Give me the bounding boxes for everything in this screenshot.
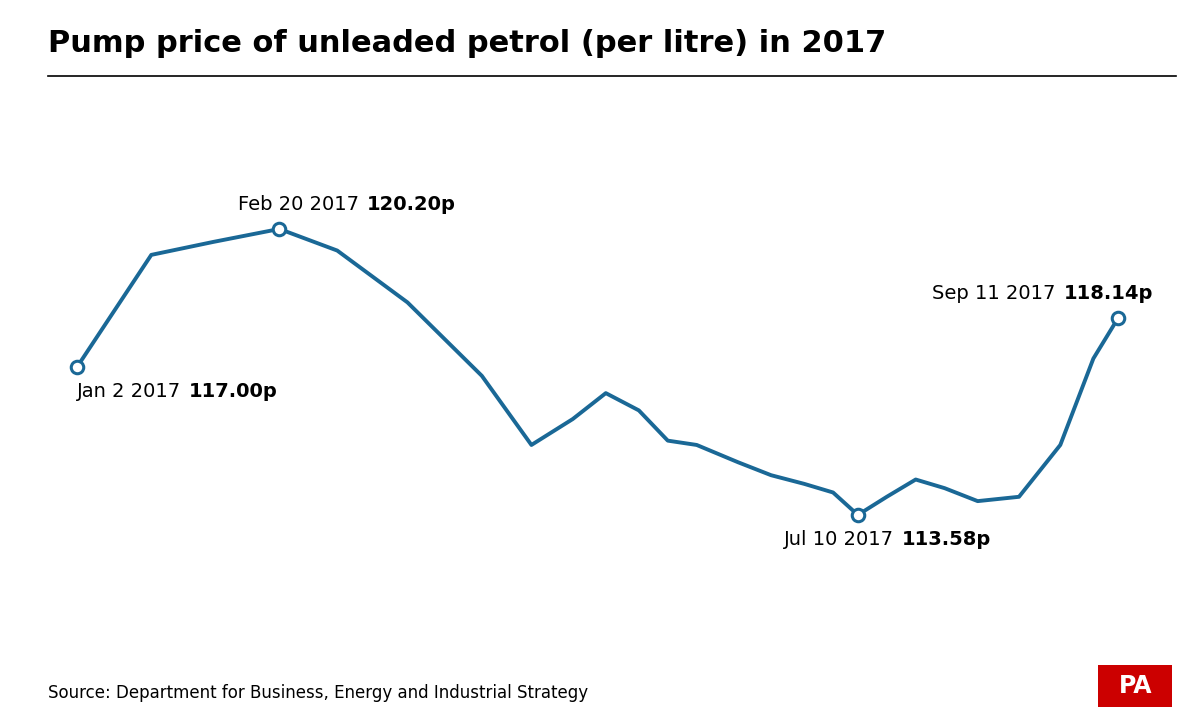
- Text: Jan 2 2017: Jan 2 2017: [77, 382, 187, 401]
- Text: Pump price of unleaded petrol (per litre) in 2017: Pump price of unleaded petrol (per litre…: [48, 29, 887, 58]
- Text: Feb 20 2017: Feb 20 2017: [238, 195, 365, 214]
- Text: Jul 10 2017: Jul 10 2017: [784, 530, 900, 549]
- Text: PA: PA: [1118, 674, 1152, 698]
- Text: 117.00p: 117.00p: [188, 382, 277, 401]
- Text: Sep 11 2017: Sep 11 2017: [932, 284, 1062, 303]
- Text: 118.14p: 118.14p: [1064, 284, 1153, 303]
- Text: Source: Department for Business, Energy and Industrial Strategy: Source: Department for Business, Energy …: [48, 684, 588, 702]
- Text: 113.58p: 113.58p: [901, 530, 991, 549]
- Text: 120.20p: 120.20p: [367, 195, 456, 214]
